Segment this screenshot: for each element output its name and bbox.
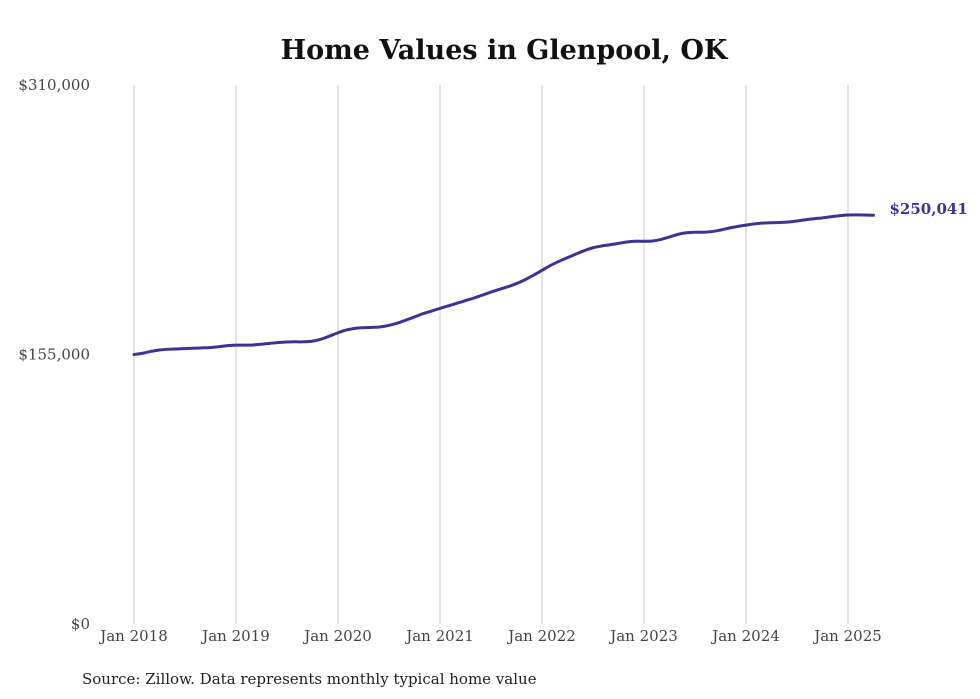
x-gridlines: [133, 85, 849, 624]
y-tick-label: $155,000: [18, 346, 90, 364]
x-axis-tick-labels: Jan 2018 Jan 2019 Jan 2020 Jan 2021 Jan 2022…: [98, 627, 882, 645]
x-tick-label: Jan 2020: [302, 627, 372, 645]
series-end-label: $250,041: [890, 200, 968, 218]
y-axis-tick-labels: $0 $155,000 $310,000: [18, 76, 90, 633]
source-note: Source: Zillow. Data represents monthly …: [82, 670, 537, 688]
x-tick-label: Jan 2019: [200, 627, 270, 645]
x-tick-label: Jan 2021: [404, 627, 474, 645]
y-tick-label: $0: [71, 615, 90, 633]
series-layer: $250,041: [132, 200, 968, 356]
chart-title: Home Values in Glenpool, OK: [281, 35, 729, 66]
x-tick-label: Jan 2025: [812, 627, 882, 645]
series-line: [132, 213, 875, 356]
x-tick-label: Jan 2022: [506, 627, 576, 645]
y-tick-label: $310,000: [18, 76, 90, 94]
x-tick-label: Jan 2018: [98, 627, 168, 645]
x-tick-label: Jan 2024: [710, 627, 780, 645]
x-tick-label: Jan 2023: [608, 627, 678, 645]
